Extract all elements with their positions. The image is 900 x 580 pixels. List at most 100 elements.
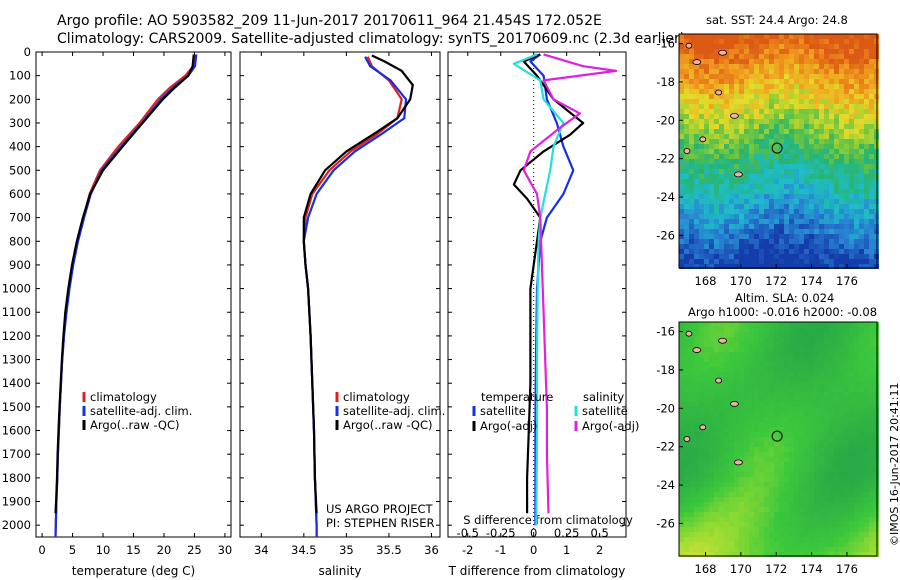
island-shape bbox=[692, 59, 702, 65]
s-tick-label: 0 bbox=[530, 526, 537, 540]
depth-tick-label: 0 bbox=[24, 45, 31, 59]
argo-position-marker bbox=[771, 430, 783, 442]
depth-tick-label: 1900 bbox=[2, 495, 31, 509]
salinity-plot-frame bbox=[239, 51, 441, 538]
temperature-plot-frame bbox=[35, 51, 232, 538]
lat-tick-label: -22 bbox=[656, 152, 675, 166]
island-shape bbox=[699, 136, 707, 143]
depth-tick-label: 1400 bbox=[2, 376, 31, 390]
island-shape bbox=[715, 377, 722, 384]
differences-series-argo_s bbox=[522, 53, 618, 514]
lat-tick-label: -20 bbox=[656, 113, 675, 127]
differences-panel: -2 -1 0 1 2 T difference from climatology -0.5… bbox=[447, 51, 639, 578]
x-tick-label: 35 bbox=[339, 543, 354, 557]
island-shape bbox=[685, 330, 693, 337]
island-shape bbox=[715, 89, 722, 96]
depth-tick-label: 1700 bbox=[2, 447, 31, 461]
depth-tick-label: 300 bbox=[9, 116, 31, 130]
depth-tick-label: 1500 bbox=[2, 400, 31, 414]
depth-tick-label: 500 bbox=[9, 163, 31, 177]
lat-tick-label: -24 bbox=[656, 478, 675, 492]
argo-position-marker bbox=[771, 142, 783, 154]
island-shape bbox=[683, 436, 691, 442]
lon-tick-label: 176 bbox=[836, 274, 858, 288]
salinity-xlabel: salinity bbox=[318, 564, 361, 578]
lon-tick-label: 174 bbox=[801, 562, 823, 576]
island-shape bbox=[685, 42, 693, 49]
depth-tick-label: 2000 bbox=[2, 518, 31, 532]
depth-tick-label: 900 bbox=[9, 258, 31, 272]
island-shape bbox=[718, 49, 727, 56]
temperature-panel: 0100200300400500600700800900100011001200… bbox=[2, 45, 233, 578]
island-shape bbox=[734, 171, 743, 178]
legend-label: satellite bbox=[480, 404, 526, 418]
lat-tick-label: -18 bbox=[656, 363, 675, 377]
x-tick-label: -2 bbox=[462, 543, 473, 557]
x-tick-label: 0 bbox=[530, 543, 537, 557]
depth-tick-label: 200 bbox=[9, 92, 31, 106]
depth-tick-label: 600 bbox=[9, 187, 31, 201]
lon-tick-label: 170 bbox=[730, 562, 752, 576]
s-tick-label: 0.25 bbox=[554, 526, 580, 540]
legend-title-salinity: salinity bbox=[583, 390, 624, 404]
island-shape bbox=[683, 148, 691, 154]
temperature-series-argo bbox=[54, 54, 195, 514]
lat-tick-label: -20 bbox=[656, 401, 675, 415]
s-tick-label: -0.25 bbox=[486, 526, 516, 540]
sla-map: 168 170 172 174 176 -16 -18 -20 -22 -24 -26 bbox=[656, 321, 879, 576]
legend-label: Argo(..raw -QC) bbox=[343, 418, 433, 432]
sst-map: 168 170 172 174 176 -16 -18 -20 -22 -24 -26 bbox=[656, 33, 879, 288]
island-shape bbox=[692, 347, 702, 353]
x-tick-label: -1 bbox=[495, 543, 506, 557]
legend-label: climatology bbox=[90, 390, 157, 404]
legend-label: satellite-adj. clim. bbox=[343, 404, 445, 418]
depth-tick-label: 100 bbox=[9, 69, 31, 83]
depth-tick-label: 1800 bbox=[2, 471, 31, 485]
depth-tick-label: 800 bbox=[9, 234, 31, 248]
legend-label: satellite-adj. clim. bbox=[90, 404, 192, 418]
lat-tick-label: -18 bbox=[656, 75, 675, 89]
salinity-series-argo bbox=[302, 54, 414, 514]
lon-tick-label: 172 bbox=[765, 562, 787, 576]
depth-tick-label: 1000 bbox=[2, 282, 31, 296]
depth-tick-label: 400 bbox=[9, 140, 31, 154]
lat-tick-label: -26 bbox=[656, 516, 675, 530]
sst-map-frame bbox=[678, 33, 878, 269]
sla-map-title-line2: Argo h1000: -0.016 h2000: -0.08 bbox=[688, 305, 878, 319]
temperature-xlabel: temperature (deg C) bbox=[72, 564, 195, 578]
x-tick-label: 5 bbox=[69, 543, 76, 557]
header-title-line1: Argo profile: AO 5903582_209 11-Jun-2017… bbox=[57, 13, 602, 29]
depth-tick-label: 1100 bbox=[2, 305, 31, 319]
x-tick-label: 1 bbox=[563, 543, 570, 557]
island-shape bbox=[734, 459, 743, 466]
legend-label: climatology bbox=[343, 390, 410, 404]
pi-annotation: PI: STEPHEN RISER bbox=[326, 516, 435, 530]
x-tick-label: 35.5 bbox=[376, 543, 402, 557]
legend-title-temperature: temperature bbox=[481, 390, 553, 404]
x-tick-label: 34.5 bbox=[291, 543, 317, 557]
sla-map-frame bbox=[678, 321, 878, 557]
legend-label: Argo(..raw -QC) bbox=[90, 418, 180, 432]
lat-tick-label: -24 bbox=[656, 190, 675, 204]
differences-xlabel: T difference from climatology bbox=[448, 564, 626, 578]
lon-tick-label: 174 bbox=[801, 274, 823, 288]
island-shape bbox=[730, 113, 739, 119]
island-shape bbox=[718, 337, 727, 344]
differences-series-satellite bbox=[529, 53, 575, 526]
x-tick-label: 0 bbox=[38, 543, 45, 557]
lon-tick-label: 172 bbox=[765, 274, 787, 288]
x-tick-label: 15 bbox=[126, 543, 141, 557]
project-annotation: US ARGO PROJECT bbox=[326, 502, 434, 516]
legend-label: Argo(-adj) bbox=[480, 419, 537, 433]
differences-xlabel-top: S difference from climatology bbox=[463, 513, 633, 527]
lon-tick-label: 168 bbox=[695, 274, 717, 288]
salinity-panel: 34 34.5 35 35.5 36 salinity climatologysatelli… bbox=[239, 51, 445, 578]
x-tick-label: 10 bbox=[96, 543, 111, 557]
lon-tick-label: 176 bbox=[836, 562, 858, 576]
s-tick-label: -0.5 bbox=[457, 526, 479, 540]
lon-tick-label: 168 bbox=[695, 562, 717, 576]
lat-tick-label: -22 bbox=[656, 440, 675, 454]
island-shape bbox=[699, 424, 707, 431]
lon-tick-label: 170 bbox=[730, 274, 752, 288]
